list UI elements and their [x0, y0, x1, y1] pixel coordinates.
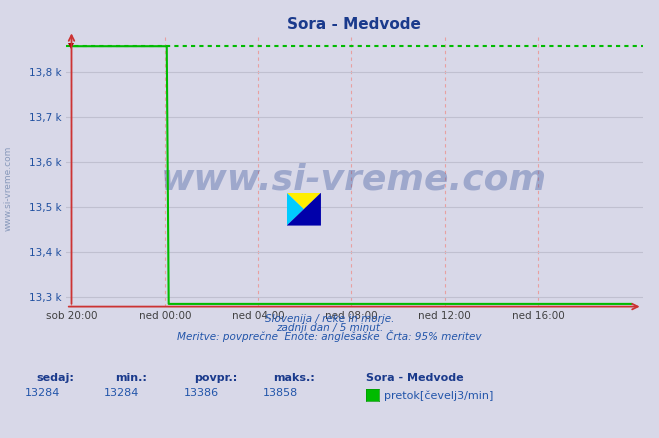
Text: Meritve: povprečne  Enote: anglešaške  Črta: 95% meritev: Meritve: povprečne Enote: anglešaške Črt… [177, 330, 482, 343]
Text: Slovenija / reke in morje.: Slovenija / reke in morje. [265, 314, 394, 324]
Text: pretok[čevelj3/min]: pretok[čevelj3/min] [384, 390, 493, 401]
Polygon shape [287, 193, 321, 209]
Text: 13386: 13386 [183, 389, 219, 399]
Text: 13284: 13284 [104, 389, 140, 399]
Polygon shape [287, 193, 321, 226]
Text: zadnji dan / 5 minut.: zadnji dan / 5 minut. [276, 323, 383, 333]
Text: min.:: min.: [115, 373, 147, 383]
Text: www.si-vreme.com: www.si-vreme.com [161, 163, 547, 197]
Text: sedaj:: sedaj: [36, 373, 74, 383]
Text: 13858: 13858 [262, 389, 298, 399]
Text: povpr.:: povpr.: [194, 373, 238, 383]
Text: 13284: 13284 [25, 389, 61, 399]
Text: Sora - Medvode: Sora - Medvode [366, 373, 463, 383]
Text: www.si-vreme.com: www.si-vreme.com [3, 146, 13, 231]
Text: maks.:: maks.: [273, 373, 315, 383]
Polygon shape [287, 193, 304, 226]
Title: Sora - Medvode: Sora - Medvode [287, 17, 421, 32]
